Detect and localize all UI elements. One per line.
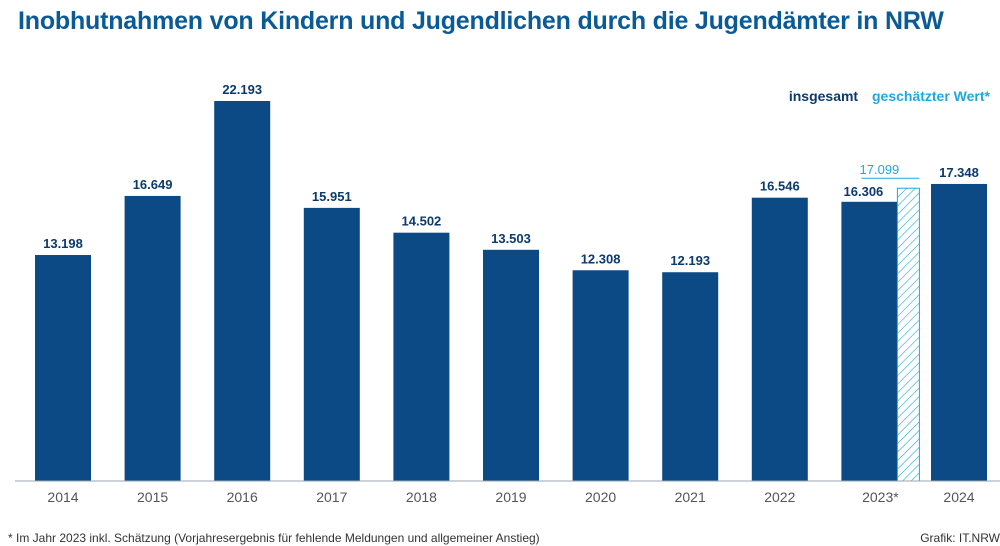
legend: insgesamt geschätzter Wert*	[789, 88, 990, 104]
value-label-2014: 13.198	[43, 236, 83, 251]
value-label-2016: 22.193	[222, 82, 262, 97]
value-label-2021: 12.193	[670, 253, 710, 268]
x-tick-2024: 2024	[943, 489, 974, 505]
estimate-bar-2023*	[896, 187, 920, 482]
chart-title: Inobhutnahmen von Kindern und Jugendlich…	[18, 7, 944, 35]
bar-2018	[393, 232, 450, 481]
value-label-2024: 17.348	[939, 165, 979, 180]
value-label-2015: 16.649	[133, 177, 173, 192]
bar-2020	[572, 270, 629, 481]
source-credit: Grafik: IT.NRW	[920, 531, 1000, 545]
x-tick-2014: 2014	[47, 489, 78, 505]
x-tick-2019: 2019	[495, 489, 526, 505]
bar-2021	[662, 272, 719, 481]
bar-2015	[124, 195, 181, 481]
bars-group: 13.198 16.649 22.193 15.951 14.502 13.503 12.3…	[35, 82, 987, 482]
footnote: * Im Jahr 2023 inkl. Schätzung (Vorjahre…	[8, 531, 540, 545]
value-label-2020: 12.308	[581, 251, 621, 266]
x-tick-labels: 2014 2015 2016 2017 2018 2019 2020 2021 2022 2023…	[47, 489, 974, 505]
x-tick-2023*: 2023*	[862, 489, 899, 505]
x-tick-2020: 2020	[585, 489, 616, 505]
bar-2024	[931, 183, 987, 481]
bar-2019	[483, 249, 539, 481]
x-tick-2016: 2016	[227, 489, 258, 505]
x-tick-2015: 2015	[137, 489, 168, 505]
bar-2016	[214, 101, 271, 481]
value-label-2017: 15.951	[312, 189, 352, 204]
bar-2022	[751, 197, 808, 481]
value-label-2018: 14.502	[402, 214, 442, 229]
value-label-2023*: 16.306	[844, 184, 884, 199]
value-label-2019: 13.503	[491, 231, 531, 246]
estimate-label-2023*: 17.099	[860, 162, 900, 177]
bar-2023*	[841, 201, 898, 482]
value-label-2022: 16.546	[760, 179, 800, 194]
x-tick-2017: 2017	[316, 489, 347, 505]
x-tick-2021: 2021	[675, 489, 706, 505]
x-tick-2018: 2018	[406, 489, 437, 505]
bar-2017	[303, 207, 360, 482]
legend-estimate: geschätzter Wert*	[871, 88, 990, 104]
legend-total: insgesamt	[788, 88, 859, 104]
bar-2014	[35, 255, 91, 481]
x-tick-2022: 2022	[764, 489, 795, 505]
